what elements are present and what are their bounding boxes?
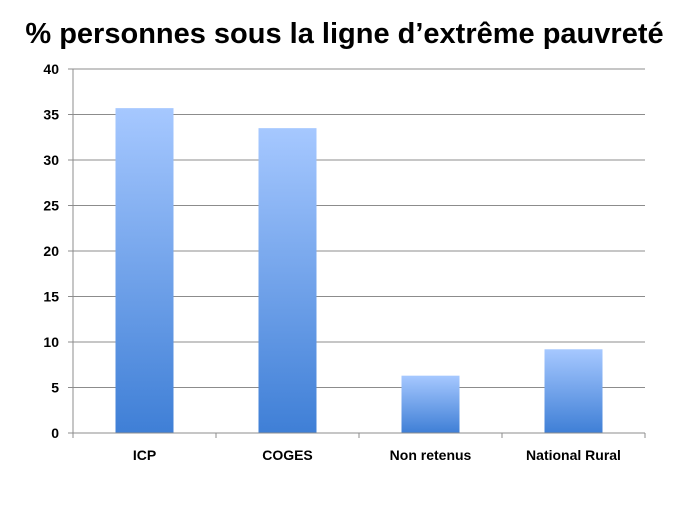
y-tick-labels: 0 5 10 15 20 25 30 35 40 xyxy=(43,61,59,441)
bar-national-rural xyxy=(544,349,603,433)
y-tick-label: 10 xyxy=(43,334,59,350)
y-tick-label: 0 xyxy=(51,425,59,441)
bar-icp xyxy=(115,108,174,433)
x-tick-labels: ICP COGES Non retenus National Rural xyxy=(133,447,621,463)
y-tick-label: 20 xyxy=(43,243,59,259)
bar-coges xyxy=(258,128,317,433)
y-tick-label: 35 xyxy=(43,107,59,123)
y-tick-label: 25 xyxy=(43,198,59,214)
x-tick-label: ICP xyxy=(133,447,156,463)
y-tick-label: 15 xyxy=(43,289,59,305)
y-tick-label: 40 xyxy=(43,61,59,77)
x-tick-label: COGES xyxy=(262,447,313,463)
bar-non-retenus xyxy=(401,375,460,433)
x-tick-label: National Rural xyxy=(526,447,621,463)
axes xyxy=(68,68,646,438)
bars xyxy=(115,108,603,433)
y-tick-label: 30 xyxy=(43,152,59,168)
x-tick-label: Non retenus xyxy=(390,447,472,463)
y-tick-label: 5 xyxy=(51,380,59,396)
chart-title: % personnes sous la ligne d’extrême pauv… xyxy=(25,18,664,50)
